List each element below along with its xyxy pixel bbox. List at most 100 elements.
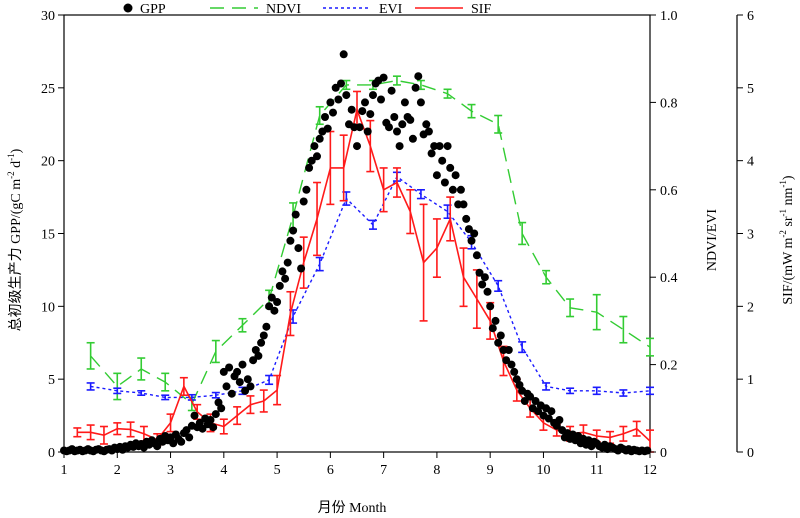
gpp-tick-label: 10	[41, 300, 55, 315]
gpp-point	[243, 375, 252, 384]
sif-error-bar	[286, 290, 295, 337]
sif-tick-label: 1	[747, 373, 754, 388]
gpp-point	[510, 367, 519, 376]
sif-error-bar	[219, 418, 228, 435]
gpp-point	[369, 91, 377, 100]
gpp-point	[406, 115, 415, 124]
evi-line	[90, 175, 651, 399]
sif-axis-title: SIF/(mW m-2 sr-1 nm-1)	[778, 175, 796, 305]
gpp-point	[504, 346, 513, 354]
gpp-point	[241, 386, 250, 395]
gpp-point	[225, 363, 234, 372]
ndvi-error-bar	[467, 103, 476, 119]
gpp-point	[185, 433, 194, 442]
sif-error-bar	[86, 424, 95, 441]
evi-error-bar	[518, 341, 527, 354]
gpp-point	[235, 378, 244, 387]
gpp-point	[464, 225, 473, 234]
sif-axis-title-sup1: -2	[778, 230, 788, 238]
gpp-point	[211, 410, 220, 419]
sif-error-bar	[179, 376, 188, 396]
gpp-point	[339, 50, 348, 59]
gpp-point	[267, 293, 276, 302]
gpp-point	[414, 72, 423, 81]
gpp-point	[206, 416, 215, 424]
ndvi-error-bar	[592, 293, 601, 331]
gpp-axis-title-end: )	[9, 148, 24, 153]
gpp-point	[422, 120, 431, 129]
gpp-point	[643, 446, 652, 455]
plot-frame-layer	[63, 14, 651, 453]
legend-label-sif: SIF	[471, 2, 491, 17]
sif-tick-label: 5	[747, 82, 754, 97]
sif-error-bar	[246, 395, 255, 415]
ndvi-error-bar	[443, 88, 452, 99]
gpp-point	[289, 226, 298, 235]
gpp-point	[361, 98, 369, 107]
gpp-tick-label: 5	[48, 373, 55, 388]
gpp-tick-label: 25	[41, 82, 55, 97]
gpp-point	[440, 178, 449, 187]
sif-error-bar	[472, 269, 481, 329]
gpp-point	[270, 306, 279, 315]
gpp-point	[395, 142, 404, 151]
vi-tick-label: 1.0	[660, 9, 678, 24]
gpp-point	[526, 392, 535, 401]
evi-error-bar	[368, 219, 377, 230]
x-tick-label: 6	[327, 463, 334, 478]
vi-axis-title: NDVI/EVI	[705, 209, 720, 272]
gpp-point	[273, 298, 282, 306]
gpp-point	[470, 229, 479, 238]
axes-layer: 1 2 3 4 5 6 7 8 9 10 11 1205101520253000.20.40.60.8…	[41, 9, 754, 478]
gpp-point	[355, 123, 364, 132]
gpp-point	[259, 331, 268, 340]
evi-error-bar	[566, 387, 575, 395]
ndvi-error-bar	[566, 298, 575, 318]
ndvi-error-bar	[494, 114, 503, 134]
gpp-point	[400, 98, 409, 107]
gpp-point	[337, 79, 345, 88]
gpp-point	[233, 367, 242, 376]
sif-axis-title-end: )	[781, 175, 796, 180]
gpp-point	[483, 287, 492, 296]
gpp-tick-label: 15	[41, 228, 55, 243]
evi-error-bar	[494, 279, 503, 292]
gpp-point	[393, 127, 401, 136]
gpp-point	[227, 389, 236, 398]
series-layer	[60, 50, 654, 456]
gpp-point	[249, 356, 258, 365]
gpp-point	[387, 86, 396, 95]
gpp-point	[342, 91, 351, 100]
gpp-point	[531, 397, 540, 405]
sif-error-bar	[113, 422, 122, 436]
evi-error-bar	[315, 256, 324, 272]
gpp-point	[254, 351, 263, 360]
evi-error-bar	[113, 387, 122, 395]
gpp-point	[443, 142, 452, 151]
ndvi-error-bar	[86, 341, 95, 370]
x-tick-label: 7	[380, 463, 387, 478]
sif-error-bar	[459, 247, 468, 308]
gpp-point	[222, 382, 231, 391]
gpp-point	[544, 414, 553, 423]
legend: GPP NDVI EVI SIF	[123, 2, 491, 17]
gpp-point	[331, 83, 340, 92]
gpp-point	[153, 442, 162, 451]
gpp-point	[323, 124, 332, 133]
legend-label-evi: EVI	[379, 2, 403, 17]
x-tick-label: 4	[220, 463, 227, 478]
ndvi-error-bar	[113, 372, 122, 401]
sif-error-bar	[299, 236, 308, 289]
gpp-tick-label: 20	[41, 155, 55, 170]
gpp-point	[467, 236, 476, 245]
legend-label-gpp: GPP	[140, 2, 166, 17]
sif-error-bar	[406, 189, 415, 235]
gpp-point	[462, 214, 471, 223]
x-tick-label: 2	[114, 463, 121, 478]
gpp-point	[502, 356, 511, 365]
sif-axis-title-pre: SIF/(mW m	[781, 237, 796, 304]
sif-error-bar	[379, 167, 388, 213]
gpp-point	[547, 407, 556, 416]
gpp-point	[283, 258, 292, 267]
gpp-point	[456, 185, 465, 194]
